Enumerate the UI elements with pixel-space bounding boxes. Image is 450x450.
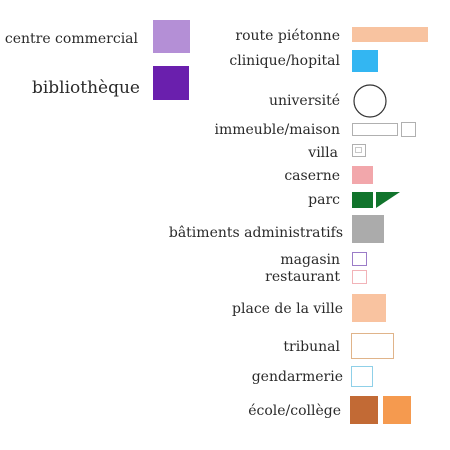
swatch-parc [352,192,373,208]
label-villa: villa [308,145,338,161]
swatch-immeuble [352,123,398,136]
label-ecole-college: école/collège [248,403,341,419]
swatch-maison [401,122,416,137]
label-place-de-la-ville: place de la ville [232,301,343,317]
label-magasin: magasin [280,252,340,268]
label-tribunal: tribunal [283,339,340,355]
swatch-route-pietonne [352,27,428,42]
swatch-college [383,396,411,424]
label-caserne: caserne [284,168,340,184]
label-clinique-hopital: clinique/hopital [229,53,340,69]
label-universite: université [269,93,340,109]
swatch-batiments-administratifs [352,215,384,243]
swatch-tribunal [351,333,394,359]
swatch-caserne [352,166,373,184]
swatch-ecole [350,396,378,424]
label-parc: parc [308,192,340,208]
swatch-gendarmerie [351,366,373,387]
swatch-parc-triangle [376,192,400,208]
swatch-magasin [352,252,367,266]
swatch-clinique-hopital [352,50,378,72]
label-route-pietonne: route piétonne [235,28,340,44]
swatch-villa [352,144,366,157]
swatch-villa-inner [355,147,362,153]
label-bibliotheque: bibliothèque [31,78,140,98]
swatch-restaurant [352,270,367,284]
swatch-bibliotheque [153,66,189,100]
label-centre-commercial: centre commercial [4,31,138,47]
swatch-universite [353,84,387,118]
label-immeuble-maison: immeuble/maison [214,122,340,138]
swatch-centre-commercial [153,20,190,53]
swatch-place-de-la-ville [352,294,386,322]
label-restaurant: restaurant [265,269,340,285]
label-batiments-administratifs: bâtiments administratifs [168,225,343,241]
label-gendarmerie: gendarmerie [251,369,343,385]
